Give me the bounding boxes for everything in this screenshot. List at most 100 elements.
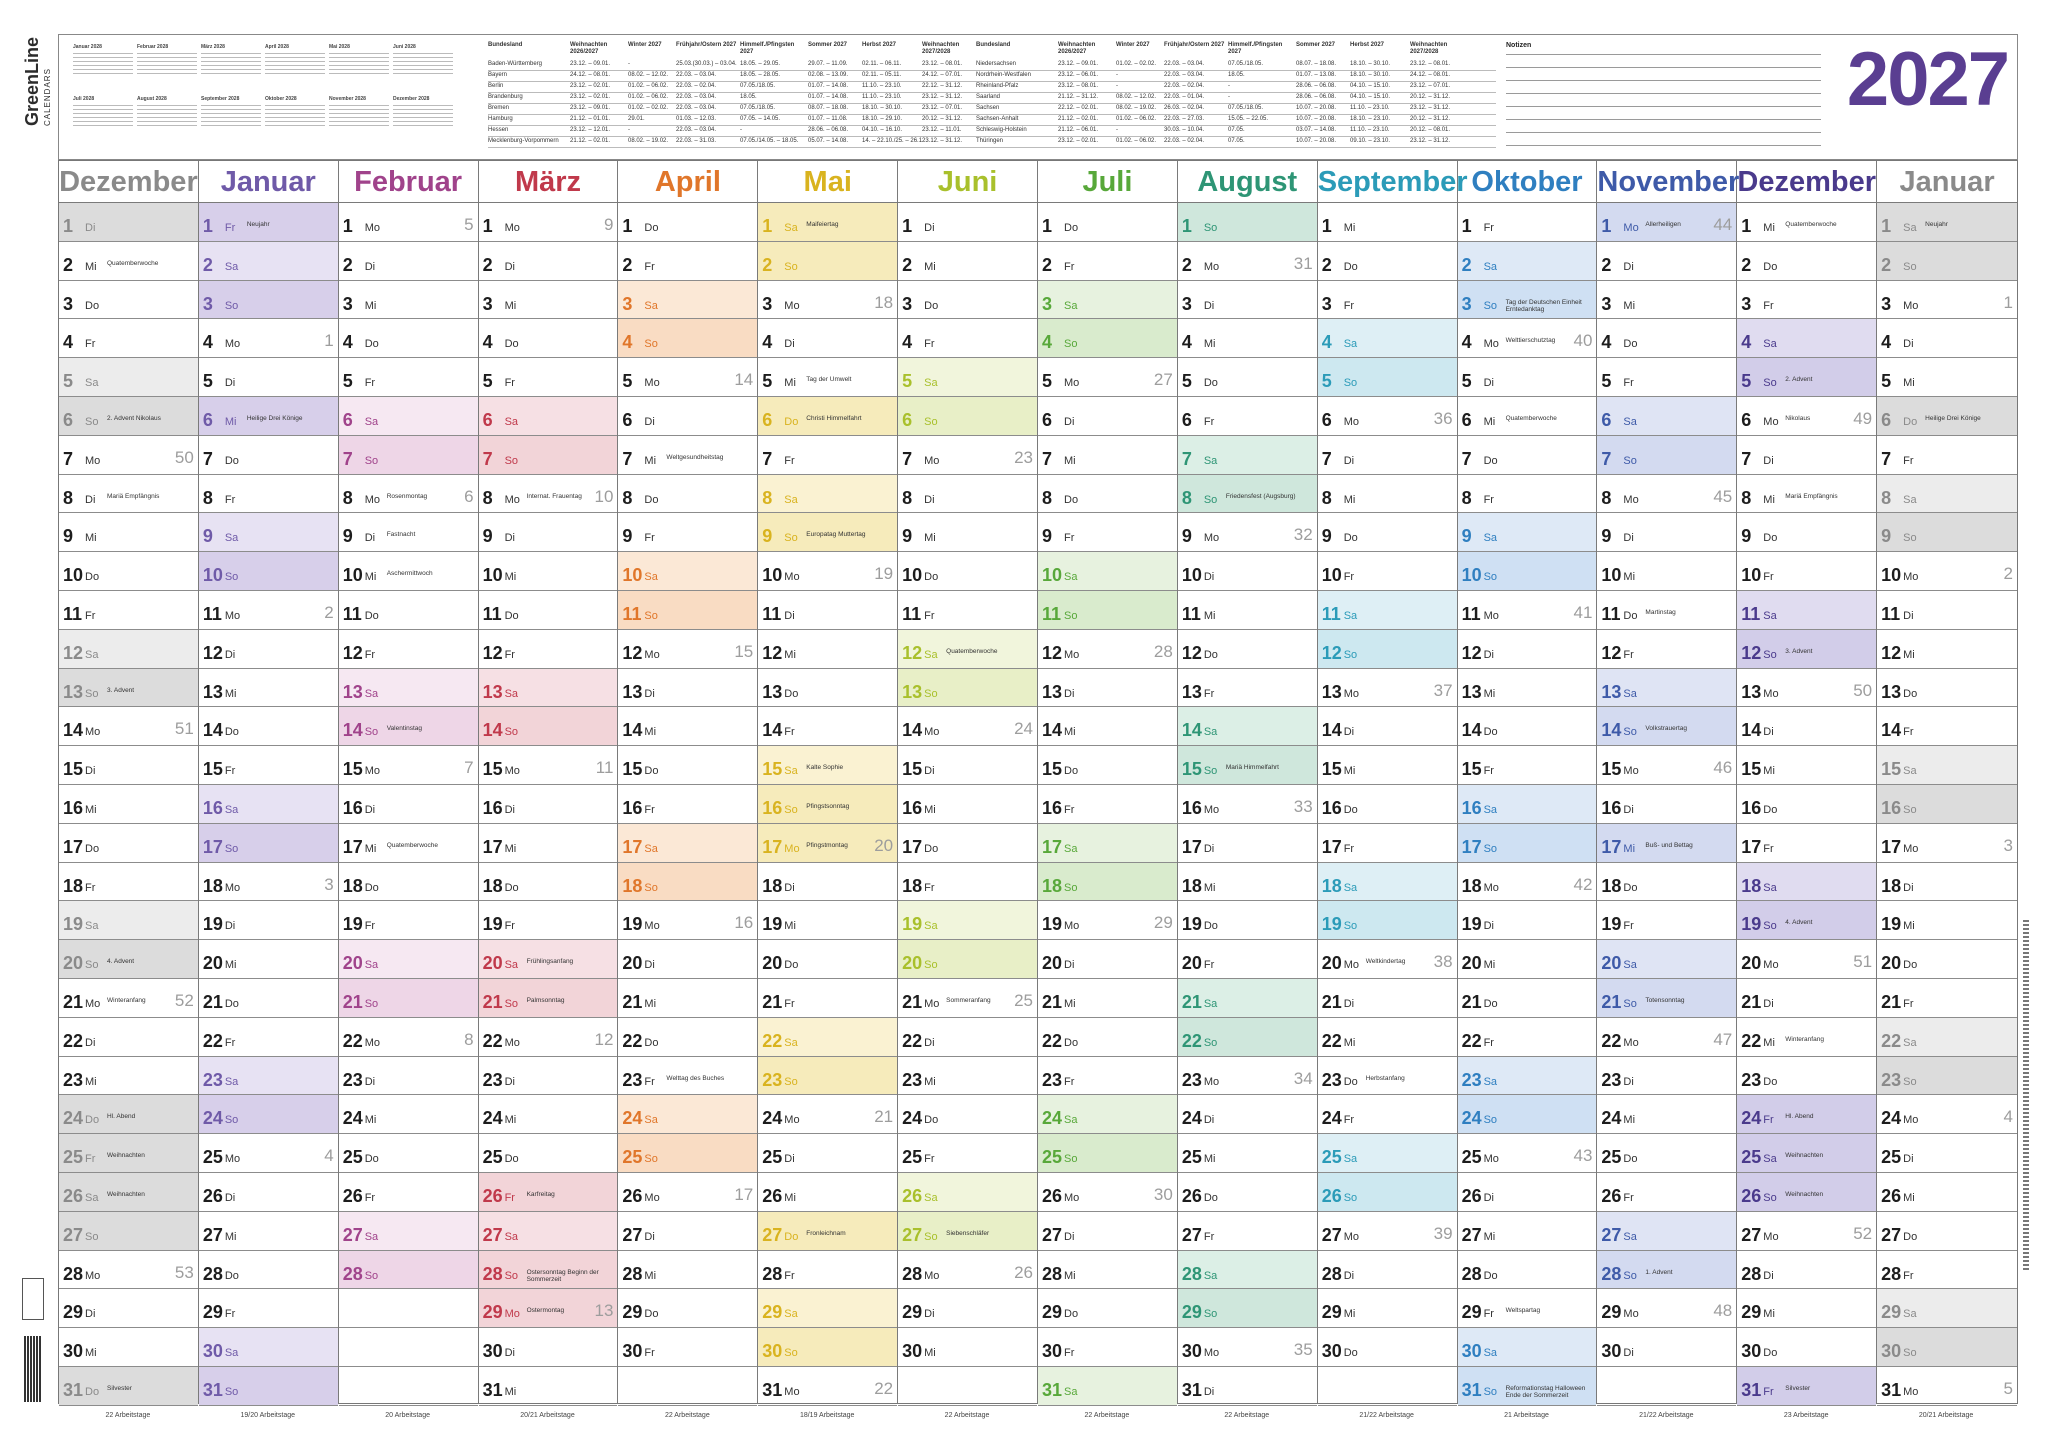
day-number: 11 <box>902 603 922 624</box>
mini-calendar: Juli 2028 <box>73 96 133 142</box>
day-number: 6 <box>1881 409 1892 430</box>
day-cell: 11 So <box>618 590 758 630</box>
day-cell: 10 So <box>198 552 338 591</box>
holiday-table-cell: 01.02. – 06.02. <box>1116 138 1157 144</box>
day-number: 14 <box>63 720 84 741</box>
day-number: 5 <box>202 371 213 392</box>
weekday-label: Do <box>1483 454 1498 467</box>
day-number: 24 <box>622 1108 643 1129</box>
weekday-label: Do <box>224 726 239 739</box>
day-number: 24 <box>1181 1108 1202 1129</box>
holiday-label: Silvester <box>1785 1384 1811 1392</box>
holiday-table-row: Brandenburg 23.12. – 02.01. 01.02. – 06.02… <box>488 93 1048 104</box>
mini-calendar-days <box>137 102 197 128</box>
week-number: 52 <box>1853 1223 1873 1243</box>
holiday-table-cell: 24.12. – 07.01. <box>922 72 963 78</box>
header-frame <box>58 34 2018 160</box>
day-number: 25 <box>1881 1147 1902 1168</box>
holiday-table-cell: 28.06. – 06.08. <box>1296 94 1337 100</box>
weekday-label: So <box>1203 1036 1218 1049</box>
holiday-table-cell: 04.10. – 16.10. <box>862 127 903 133</box>
day-cell: 20 Mi <box>198 940 338 979</box>
day-number: 20 <box>63 953 84 974</box>
day-cell: 24 Mi <box>338 1095 478 1135</box>
holiday-table-cell: 23.12. – 09.01. <box>570 105 611 111</box>
weekday-label: Do <box>1623 609 1638 622</box>
day-number: 8 <box>342 487 353 508</box>
day-cell: 10 Mi Aschermittwoch <box>338 552 478 591</box>
holiday-table-row: Thüringen 23.12. – 02.01. 01.02. – 06.02. 2… <box>976 137 1496 148</box>
weekday-label: Fr <box>1343 299 1355 312</box>
day-cell: 17 Mi <box>478 824 618 863</box>
month-column: Oktober 1 Fr 2 Sa 3 So Tag der Deutschen Einhei… <box>1457 161 1598 1406</box>
weekday-label: Fr <box>1064 260 1075 273</box>
day-number: 5 <box>1741 371 1752 392</box>
week-number: 47 <box>1713 1029 1733 1049</box>
day-number: 8 <box>762 487 773 508</box>
day-number: 13 <box>902 681 923 702</box>
day-cell: 18 Mi <box>1177 863 1317 902</box>
day-number: 5 <box>762 371 773 392</box>
day-number: 12 <box>902 642 923 663</box>
holiday-table-row: Rheinland-Pfalz 23.12. – 08.01. -22.03. – … <box>976 82 1496 93</box>
holiday-table-cell: 23.12. – 08.01. <box>1410 61 1451 67</box>
holiday-table-cell: - <box>1228 83 1230 89</box>
holiday-table-cell: 23.12. – 09.01. <box>570 61 611 67</box>
holiday-table-cell: 01.02. – 06.02. <box>628 94 669 100</box>
weekday-label: Fr <box>644 1075 655 1088</box>
day-number: 21 <box>902 991 923 1012</box>
weekday-label: Mo <box>1064 648 1080 661</box>
day-cell: 26 Mi <box>1877 1173 2017 1212</box>
weekday-label: So <box>644 609 658 622</box>
weekday-label: Di <box>1763 726 1774 739</box>
week-number: 50 <box>174 447 194 467</box>
weekday-label: Di <box>784 1153 795 1166</box>
weekday-label: Di <box>504 260 515 273</box>
day-cell: 22 Mo 8 <box>338 1018 478 1057</box>
working-days-label: 21/22 Arbeitstage <box>1639 1412 1694 1419</box>
day-cell: 14 Di <box>1737 707 1877 747</box>
day-cell: 23 Di <box>338 1057 478 1096</box>
weekday-label: Do <box>1343 1075 1358 1088</box>
day-number: 30 <box>482 1341 503 1362</box>
weekday-label: Mo <box>784 299 800 312</box>
day-number: 28 <box>622 1263 643 1284</box>
day-number: 22 <box>622 1030 643 1051</box>
day-number: 23 <box>1321 1069 1342 1090</box>
holiday-label: Quatemberwoche <box>386 841 439 849</box>
day-number: 4 <box>762 332 773 353</box>
note-line <box>1506 119 1821 120</box>
day-number: 12 <box>342 642 363 663</box>
day-number: 5 <box>482 371 493 392</box>
day-cell: 26 So Weihnachten <box>1737 1172 1877 1212</box>
day-cell: 16 Fr <box>1038 785 1177 824</box>
weekday-label: Mi <box>1064 726 1076 739</box>
holiday-table-cell: 21.12. – 31.12. <box>1058 94 1099 100</box>
weekday-label: Sa <box>224 260 239 273</box>
day-number: 29 <box>202 1302 223 1323</box>
holiday-table-header-cell: Frühjahr/Ostern 2027 <box>676 42 737 48</box>
day-cell: 28 Do <box>198 1251 338 1290</box>
day-cell: 10 Fr <box>1317 552 1457 591</box>
weekday-label: Fr <box>85 609 96 622</box>
mini-calendar-days <box>265 50 325 76</box>
holiday-label: Welttierschutztag <box>1505 337 1556 345</box>
day-number: 2 <box>1461 254 1472 275</box>
day-cell: 16 Mi <box>59 785 198 824</box>
mini-calendar-days <box>393 50 453 76</box>
week-number: 46 <box>1713 758 1733 778</box>
weekday-label: Fr <box>1483 222 1494 234</box>
weekday-label: Sa <box>1903 1308 1917 1321</box>
day-cell: 5 So <box>1317 358 1457 397</box>
weekday-label: Mo <box>924 454 940 467</box>
weekday-label: Mi <box>1903 1191 1915 1204</box>
weekday-label: Sa <box>1483 1075 1498 1088</box>
day-number: 18 <box>762 875 783 896</box>
weekday-label: Sa <box>1064 842 1078 855</box>
day-cell: 3 Mi <box>478 281 618 320</box>
day-number: 27 <box>622 1224 643 1245</box>
month-column: Januar 1 Fr Neujahr 2 Sa 3 So 4 Mo 1 5 Di 6 Mi Heilige … <box>198 161 339 1406</box>
day-cell: 15 Mo 11 <box>478 746 618 785</box>
holiday-table-cell: 08.02. – 19.02. <box>628 138 669 144</box>
day-cell: 29 Sa <box>758 1289 898 1329</box>
